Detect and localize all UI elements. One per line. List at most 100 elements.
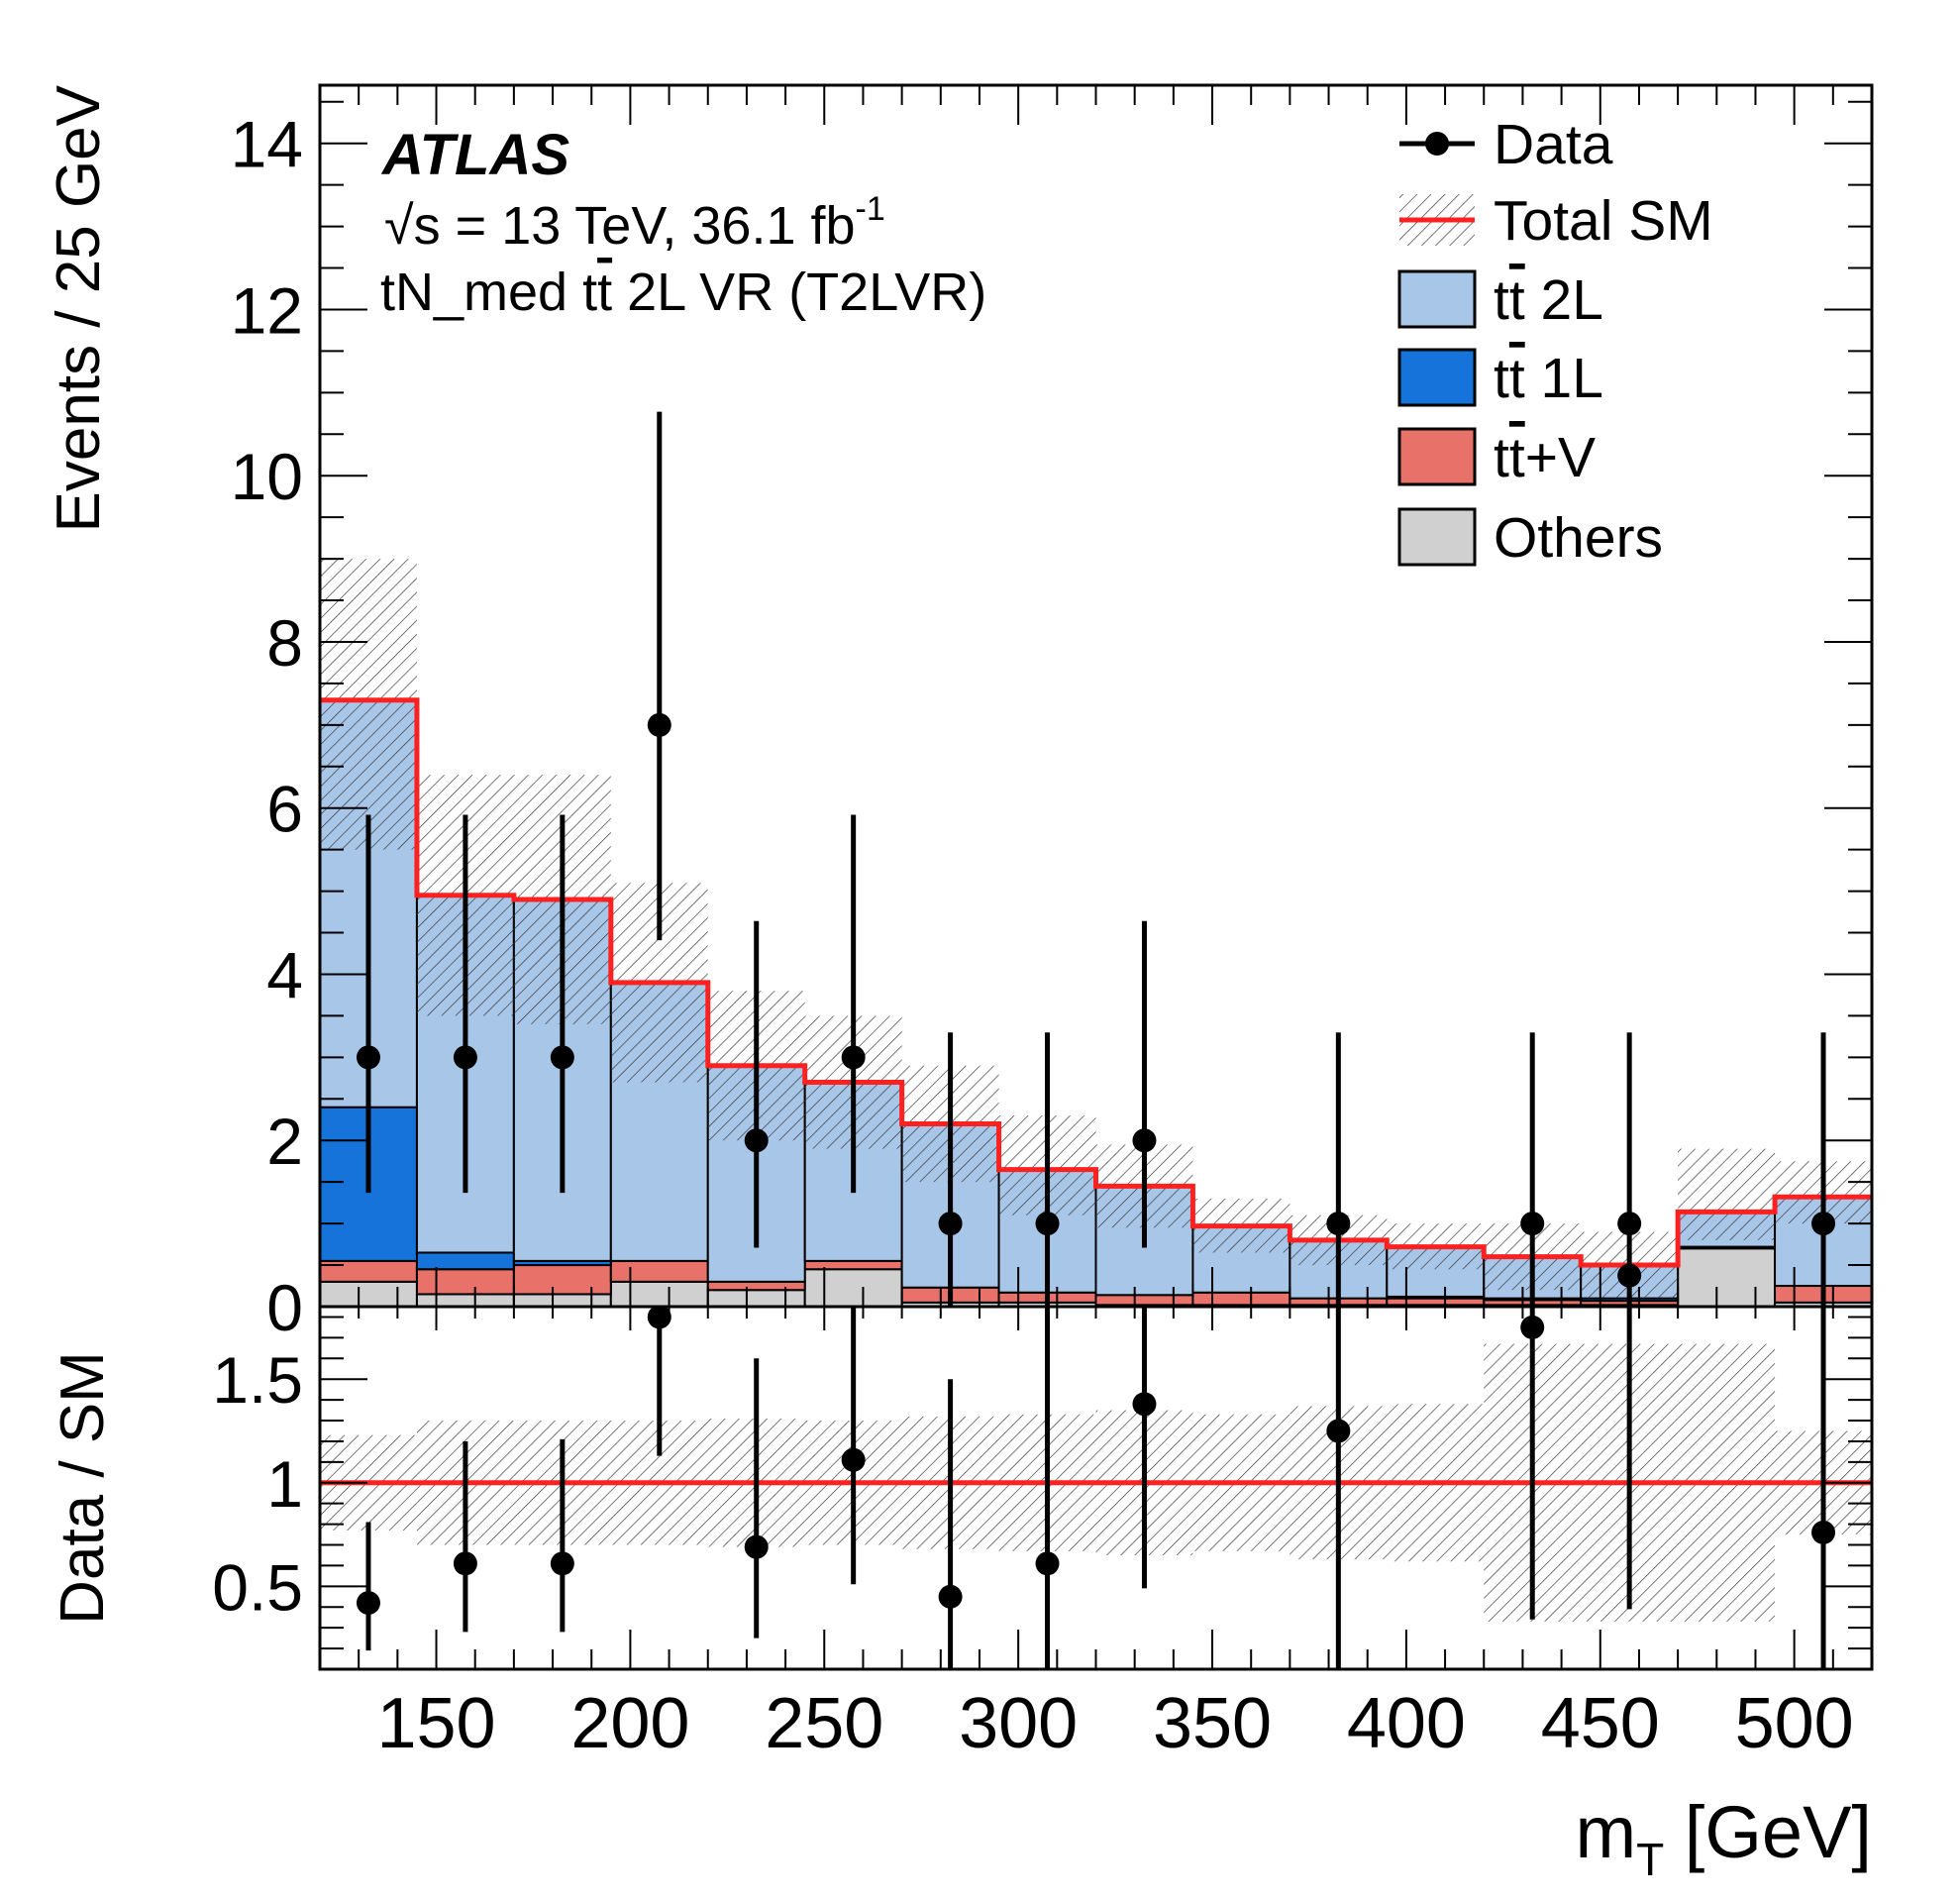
legend-item-others: Others <box>1397 506 1663 570</box>
region-label: tN_med tt 2L VR (T2LVR) <box>380 263 986 322</box>
x-tick-label-150: 150 <box>376 1684 495 1763</box>
data-point-6 <box>938 1212 963 1236</box>
bar-others-bin-3 <box>609 1280 709 1309</box>
data-point-2 <box>550 1045 574 1070</box>
ratio-point-9 <box>1326 1419 1351 1443</box>
data-point-12 <box>1811 1212 1836 1236</box>
data-point-1 <box>453 1045 477 1070</box>
bar-ttbar_V-bin-2 <box>512 1264 612 1296</box>
legend-label-suffix: 1L <box>1525 347 1603 410</box>
data-point-3 <box>647 712 671 737</box>
legend-label-ttbar_2L: tt 2L <box>1494 268 1603 332</box>
x-tick-label-500: 500 <box>1735 1684 1854 1763</box>
legend-label-ttbar_V: tt+V <box>1494 426 1596 489</box>
legend-label-part: Data <box>1494 113 1613 176</box>
ratio-point-0 <box>356 1591 380 1616</box>
ratio-y-axis-label: Data / SM <box>49 1351 117 1625</box>
ratio-y-tick-label-2: 1.5 <box>212 1343 303 1417</box>
data-point-7 <box>1035 1212 1060 1236</box>
total-sm-step-line <box>320 697 1872 1268</box>
x-tick-label-400: 400 <box>1347 1684 1466 1763</box>
legend-label-part: Total SM <box>1494 189 1713 253</box>
ratio-point-12 <box>1811 1520 1836 1544</box>
legend-item-data: Data <box>1399 113 1613 176</box>
bar-ttbar_V-bin-1 <box>415 1268 515 1296</box>
experiment-label: ATLAS <box>380 123 569 187</box>
data-point-8 <box>1132 1128 1157 1153</box>
data-point-10 <box>1520 1212 1545 1236</box>
ratio-point-8 <box>1132 1392 1157 1417</box>
legend-item-ttbar_V: tt+V <box>1397 426 1596 489</box>
bar-others-bin-2 <box>512 1293 612 1308</box>
legend-label-part: t <box>1494 426 1509 489</box>
total-sm-line <box>320 697 1872 1268</box>
bar-others-bin-5 <box>803 1268 903 1309</box>
uncertainty-band-bin-0 <box>320 559 417 850</box>
ratio-data-points <box>356 1263 1836 1669</box>
legend-swatch-ttbar_2L <box>1397 269 1477 329</box>
data-point-5 <box>841 1045 866 1070</box>
x-tick-label-450: 450 <box>1541 1684 1660 1763</box>
legend-swatch-ttbar_1L <box>1397 348 1477 407</box>
x-tick-label-250: 250 <box>765 1684 883 1763</box>
axis-ticks <box>320 85 1872 1670</box>
legend-label-suffix: 2L <box>1525 268 1603 332</box>
bar-ttbar_1L-bin-1 <box>415 1251 515 1271</box>
bar-ttbar_V-bin-11 <box>1386 1297 1486 1307</box>
legend-item-ttbar_1L: tt 1L <box>1397 347 1603 410</box>
ratio-point-3 <box>647 1305 671 1329</box>
legend-label-ttbar_1L: tt 1L <box>1494 347 1603 410</box>
ratio-point-11 <box>1617 1263 1642 1288</box>
ratio-point-7 <box>1035 1551 1060 1576</box>
main-y-axis-label: Events / 25 GeV <box>45 84 113 532</box>
bar-ttbar_V-bin-9 <box>1191 1291 1291 1307</box>
ratio-point-6 <box>938 1584 963 1609</box>
x-tick-label-200: 200 <box>570 1684 689 1763</box>
bar-ttbar_V-bin-0 <box>319 1259 418 1283</box>
main-y-tick-label-14: 14 <box>231 108 303 181</box>
energy-lumi-label: √s = 13 TeV, 36.1 fb-1 <box>384 190 885 256</box>
legend-label-tbar: t <box>1509 426 1525 489</box>
main-y-tick-label-8: 8 <box>266 606 303 680</box>
bar-others-bin-0 <box>319 1280 418 1309</box>
main-y-tick-label-0: 0 <box>266 1271 303 1344</box>
data-point-0 <box>356 1045 380 1070</box>
legend-label-others: Others <box>1494 506 1663 570</box>
legend-swatch-ttbar_V <box>1397 427 1477 486</box>
data-point-11 <box>1617 1212 1642 1236</box>
legend-item-total: Total SM <box>1399 189 1713 253</box>
ratio-point-1 <box>453 1551 477 1576</box>
ratio-point-5 <box>841 1447 866 1472</box>
data-point-9 <box>1326 1212 1351 1236</box>
x-tick-label-300: 300 <box>959 1684 1078 1763</box>
x-tick-label-350: 350 <box>1153 1684 1272 1763</box>
legend-label-part: Others <box>1494 506 1663 570</box>
bar-ttbar_V-bin-4 <box>706 1280 806 1292</box>
uncertainty-band-bin-14 <box>1678 1148 1776 1240</box>
bar-ttbar_V-bin-5 <box>803 1259 903 1271</box>
main-data-points <box>356 411 1836 1307</box>
bar-others-bin-1 <box>415 1293 515 1308</box>
main-y-tick-label-12: 12 <box>231 273 303 347</box>
bar-others-bin-14 <box>1677 1247 1777 1309</box>
ratio-point-4 <box>744 1534 769 1559</box>
ratio-point-10 <box>1520 1315 1545 1339</box>
ratio-point-2 <box>550 1551 574 1576</box>
main-y-tick-label-2: 2 <box>266 1105 303 1178</box>
legend-swatch-others <box>1397 507 1477 567</box>
legend-label-tbar: t <box>1509 347 1525 410</box>
legend-label-part: t <box>1494 268 1509 332</box>
x-axis-label: mT [GeV] <box>1575 1791 1872 1885</box>
legend-item-ttbar_2L: tt 2L <box>1397 268 1603 332</box>
bar-ttbar_V-bin-8 <box>1094 1294 1194 1307</box>
main-y-tick-label-6: 6 <box>266 773 303 846</box>
main-y-tick-label-4: 4 <box>266 938 303 1011</box>
legend-label-part: t <box>1494 347 1509 410</box>
main-y-tick-label-10: 10 <box>231 440 303 513</box>
data-point-4 <box>744 1128 769 1153</box>
ratio-y-tick-label-1: 1 <box>266 1447 303 1521</box>
ratio-y-tick-label-0: 0.5 <box>212 1550 303 1624</box>
bar-ttbar_V-bin-3 <box>609 1259 709 1283</box>
